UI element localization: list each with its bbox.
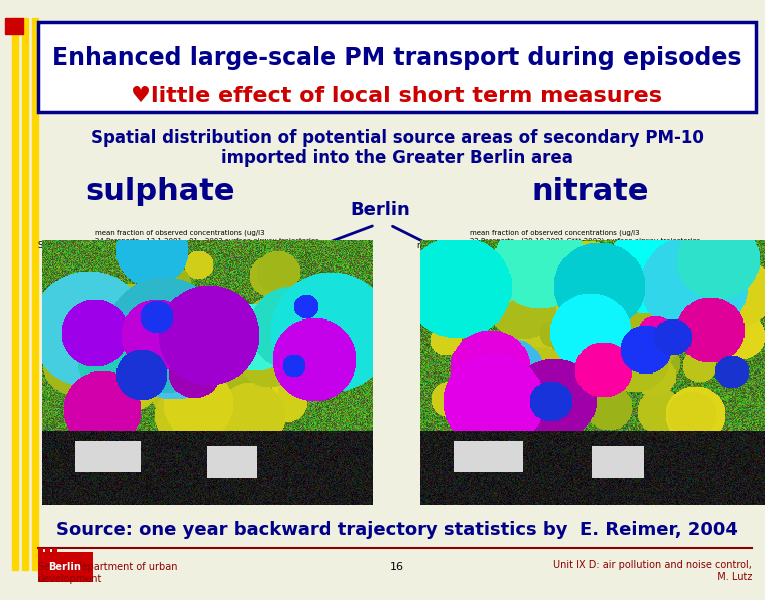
Text: no3: no3 — [416, 241, 432, 251]
Text: mean fraction of observed concentrations (ug/l3: mean fraction of observed concentrations… — [95, 230, 265, 236]
Bar — [22, 18, 28, 570]
Bar — [5, 18, 23, 34]
Text: ♥little effect of local short term measures: ♥little effect of local short term measu… — [132, 86, 662, 106]
Text: 24 Passports - 13.1.2001 - 01 - 2002 surface-airway-trajectories: 24 Passports - 13.1.2001 - 01 - 2002 sur… — [95, 238, 319, 244]
Text: 22 Passports - (29.10.2001-C*** 2002) surface-airway-trajectories: 22 Passports - (29.10.2001-C*** 2002) su… — [470, 238, 700, 244]
Text: imported into the Greater Berlin area: imported into the Greater Berlin area — [221, 149, 573, 167]
Text: sulphate: sulphate — [85, 178, 235, 206]
Bar — [45, 548, 50, 562]
Bar — [38, 22, 756, 112]
Text: Senate department of urban
development: Senate department of urban development — [38, 562, 177, 584]
Text: Unit IX D: air pollution and noise control,
                          M. Lutz: Unit IX D: air pollution and noise contr… — [553, 560, 752, 581]
Text: nitrate: nitrate — [531, 178, 649, 206]
Text: Source: one year backward trajectory statistics by  E. Reimer, 2004: Source: one year backward trajectory sta… — [56, 521, 738, 539]
Text: mean fraction of observed concentrations (ug/l3: mean fraction of observed concentrations… — [470, 230, 640, 236]
Bar — [32, 18, 38, 570]
Text: Enhanced large-scale PM transport during episodes: Enhanced large-scale PM transport during… — [52, 46, 742, 70]
Text: Berlin: Berlin — [48, 562, 81, 572]
Bar — [12, 18, 18, 570]
Bar — [38, 548, 43, 562]
Text: 16: 16 — [390, 562, 404, 572]
Bar — [38, 552, 93, 582]
Text: Spatial distribution of potential source areas of secondary PM-10: Spatial distribution of potential source… — [90, 129, 704, 147]
Text: S04 -: S04 - — [38, 241, 60, 251]
Text: Berlin: Berlin — [350, 201, 410, 219]
Bar — [52, 548, 57, 562]
